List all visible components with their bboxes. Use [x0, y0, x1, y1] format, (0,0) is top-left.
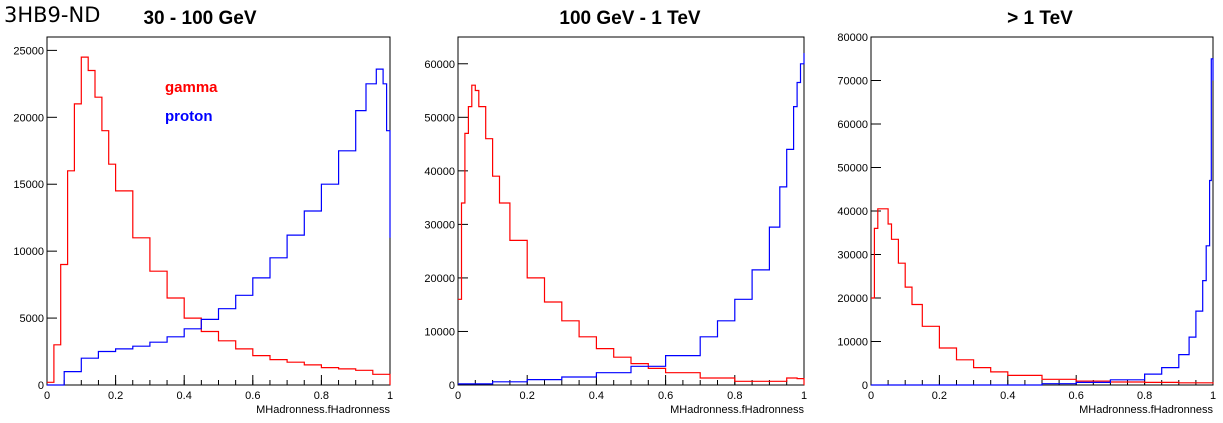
x-tick-label: 0 [455, 390, 461, 402]
x-tick-label: 0.6 [245, 390, 260, 402]
x-tick-label: 0.2 [108, 390, 123, 402]
series-gamma-line [458, 84, 805, 385]
panel-100-gev-1-tev: 100 GeV - 1 TeV 0 0.2 0.4 0.6 0.8 1 0 10000 20000… [424, 8, 807, 416]
x-tick-label: 0 [868, 390, 874, 402]
y-tick-label: 40000 [424, 166, 455, 178]
series-proton-line [47, 68, 391, 386]
panel-title: 100 GeV - 1 TeV [559, 8, 700, 29]
x-axis-label: MHadronness.fHadronness [1079, 404, 1213, 416]
y-tick-label: 30000 [424, 219, 455, 231]
x-tick-label: 0.4 [1000, 390, 1015, 402]
legend-proton: proton [165, 108, 212, 125]
y-tick-label: 0 [38, 380, 44, 392]
x-tick-label: 0.8 [727, 390, 742, 402]
y-tick-label: 70000 [837, 76, 868, 88]
x-tick-label: 1 [801, 390, 807, 402]
y-tick-label: 50000 [424, 112, 455, 124]
x-axis-label: MHadronness.fHadronness [256, 404, 390, 416]
y-tick-label: 10000 [424, 326, 455, 338]
y-tick-label: 0 [862, 380, 868, 392]
series-gamma-line [47, 56, 391, 385]
x-tick-label: 0.8 [1137, 390, 1152, 402]
y-tick-label: 40000 [837, 206, 868, 218]
y-tick-label: 20000 [424, 273, 455, 285]
y-tick-label: 20000 [13, 112, 44, 124]
y-tick-label: 60000 [424, 59, 455, 71]
y-tick-label: 10000 [837, 337, 868, 349]
x-tick-label: 1 [387, 390, 393, 402]
x-tick-label: 0.4 [589, 390, 604, 402]
y-tick-label: 5000 [20, 313, 44, 325]
y-tick-label: 50000 [837, 163, 868, 175]
y-tick-label: 15000 [13, 179, 44, 191]
x-tick-label: 0 [44, 390, 50, 402]
x-tick-label: 0.2 [932, 390, 947, 402]
x-tick-label: 0.6 [1069, 390, 1084, 402]
x-tick-label: 1 [1210, 390, 1216, 402]
x-axis-label: MHadronness.fHadronness [670, 404, 804, 416]
x-tick-label: 0.8 [314, 390, 329, 402]
y-tick-label: 20000 [837, 293, 868, 305]
series-proton-line [458, 53, 805, 385]
panel-30-100-gev: 30 - 100 GeV 0 0.2 0.4 0.6 0.8 1 0 5000 10000 1500… [13, 8, 393, 416]
y-tick-label: 30000 [837, 250, 868, 262]
series-gamma-line [871, 208, 1214, 384]
y-tick-label: 80000 [837, 32, 868, 44]
x-tick-label: 0.6 [658, 390, 673, 402]
y-tick-label: 0 [449, 380, 455, 392]
x-tick-label: 0.4 [177, 390, 192, 402]
panel-above-1-tev: > 1 TeV 0 0.2 0.4 0.6 0.8 1 0 10000 20000 30000 400… [837, 8, 1216, 416]
plot-frame [870, 36, 1214, 386]
y-tick-label: 10000 [13, 246, 44, 258]
panel-title: 30 - 100 GeV [143, 8, 256, 29]
y-tick-label: 60000 [837, 119, 868, 131]
y-tick-label: 25000 [13, 45, 44, 57]
legend-gamma: gamma [165, 79, 218, 96]
series-proton-line [871, 58, 1214, 386]
x-tick-label: 0.2 [520, 390, 535, 402]
panel-title: > 1 TeV [1007, 8, 1073, 29]
figure-title: 3HB9-ND [4, 3, 101, 27]
